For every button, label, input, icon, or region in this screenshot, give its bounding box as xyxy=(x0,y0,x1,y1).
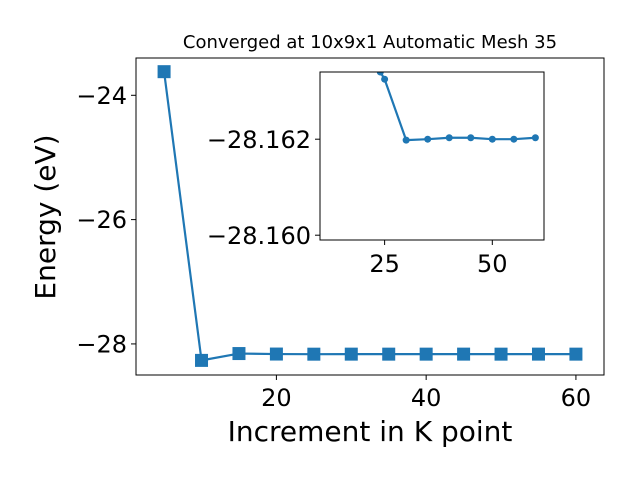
y-tick-label: −28.160 xyxy=(207,222,311,250)
data-point xyxy=(457,347,471,361)
y-tick-label: −26 xyxy=(76,206,127,234)
main-axes: Converged at 10x9x1 Automatic Mesh 35 In… xyxy=(29,32,605,448)
data-point xyxy=(419,347,433,361)
y-tick-label: −28.162 xyxy=(207,126,311,154)
data-point xyxy=(510,135,518,143)
data-point xyxy=(344,347,358,361)
inset-series xyxy=(376,72,539,144)
data-point xyxy=(307,347,321,361)
data-point xyxy=(488,135,496,143)
data-point xyxy=(467,134,475,142)
chart-title: Converged at 10x9x1 Automatic Mesh 35 xyxy=(183,32,557,53)
x-tick-label: 40 xyxy=(411,384,442,412)
main-ticks: 20 40 60 −28 −26 −24 xyxy=(76,82,591,412)
data-point xyxy=(376,72,384,76)
x-tick-label: 25 xyxy=(369,250,400,278)
x-tick-label: 20 xyxy=(261,384,292,412)
data-point xyxy=(157,65,171,79)
inset-background xyxy=(320,72,544,240)
data-point xyxy=(494,347,508,361)
series-clip-group xyxy=(157,65,583,367)
x-tick-label: 60 xyxy=(561,384,592,412)
x-axis-label: Increment in K point xyxy=(228,415,513,448)
x-tick-label: 50 xyxy=(477,250,508,278)
inset-ticks: 25 50 −28.162 −28.160 xyxy=(207,126,508,278)
data-point xyxy=(195,353,209,367)
data-point xyxy=(382,347,396,361)
y-tick-label: −24 xyxy=(76,82,127,110)
data-point xyxy=(531,347,545,361)
y-axis-label: Energy (eV) xyxy=(29,134,62,299)
main-plot-frame xyxy=(135,57,605,376)
data-point xyxy=(424,135,432,143)
data-point xyxy=(269,347,283,361)
data-point xyxy=(445,134,453,142)
main-series xyxy=(157,65,583,367)
series-clip-group xyxy=(376,72,539,144)
data-point xyxy=(531,134,539,142)
y-tick-label: −28 xyxy=(76,331,127,359)
data-point xyxy=(402,136,410,144)
data-point xyxy=(569,347,583,361)
inset-plot-frame xyxy=(319,71,545,241)
inset-axes: 25 50 −28.162 −28.160 xyxy=(207,71,545,278)
data-point xyxy=(381,75,389,83)
data-point xyxy=(232,347,246,361)
